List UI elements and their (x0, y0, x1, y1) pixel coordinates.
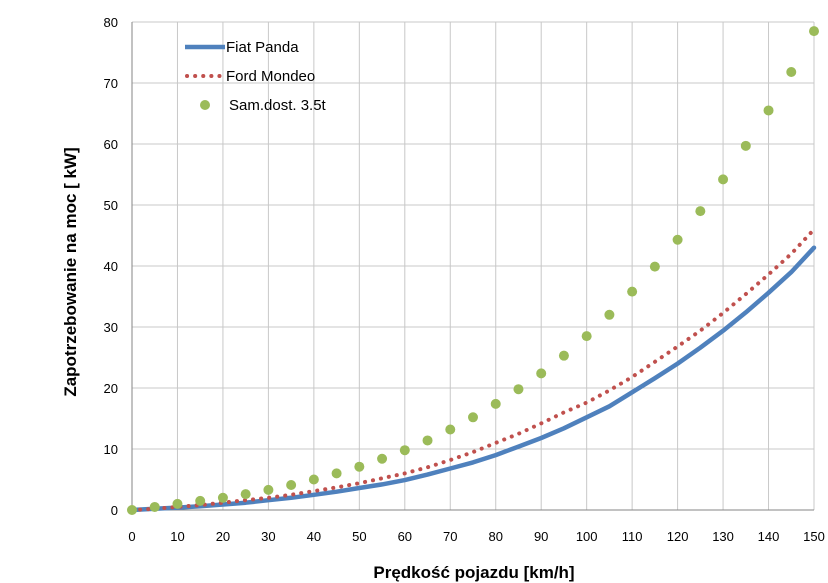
data-point-sam-dost-3-5t (786, 67, 797, 78)
data-point-sam-dost-3-5t (468, 412, 478, 423)
series-layer (127, 26, 819, 515)
data-point-sam-dost-3-5t (581, 331, 592, 342)
x-tick-label: 40 (307, 529, 321, 544)
x-tick-label: 140 (758, 529, 780, 544)
data-point-sam-dost-3-5t (740, 140, 751, 151)
y-tick-label: 0 (111, 503, 118, 518)
y-tick-label: 30 (104, 320, 118, 335)
x-tick-label: 100 (576, 529, 598, 544)
legend-label-fiat-panda: Fiat Panda (226, 39, 299, 56)
data-point-sam-dost-3-5t (672, 234, 683, 245)
x-tick-label: 120 (667, 529, 689, 544)
data-point-sam-dost-3-5t (263, 484, 274, 495)
legend-label-ford-mondeo: Ford Mondeo (226, 68, 315, 85)
data-point-sam-dost-3-5t (195, 495, 206, 506)
x-tick-label: 20 (216, 529, 230, 544)
data-point-sam-dost-3-5t (331, 468, 342, 479)
y-tick-label: 60 (104, 137, 118, 152)
data-point-sam-dost-3-5t (763, 105, 774, 116)
legend-label-sam-dost-3-5t: Sam.dost. 3.5t (229, 97, 327, 114)
legend: Fiat Panda Ford Mondeo Sam.dost. 3.5t (185, 39, 327, 114)
data-point-sam-dost-3-5t (809, 26, 819, 37)
y-axis-title: Zapotrzebowanie na moc [ kW] (61, 147, 80, 396)
x-tick-label: 70 (443, 529, 457, 544)
x-tick-label: 130 (712, 529, 734, 544)
x-tick-label: 90 (534, 529, 548, 544)
x-axis-title: Prędkość pojazdu [km/h] (373, 563, 574, 582)
data-point-sam-dost-3-5t (399, 445, 410, 456)
y-tick-label: 70 (104, 76, 118, 91)
data-point-sam-dost-3-5t (649, 261, 660, 272)
axes (131, 22, 814, 511)
y-tick-label: 20 (104, 381, 118, 396)
data-point-sam-dost-3-5t (286, 479, 297, 490)
x-tick-label: 10 (170, 529, 184, 544)
data-point-sam-dost-3-5t (604, 309, 615, 320)
data-point-sam-dost-3-5t (172, 498, 183, 509)
y-tick-label: 80 (104, 15, 118, 30)
x-tick-label: 60 (398, 529, 412, 544)
data-point-sam-dost-3-5t (217, 492, 228, 503)
data-point-sam-dost-3-5t (127, 505, 137, 515)
data-point-sam-dost-3-5t (558, 350, 569, 361)
y-tick-label: 50 (104, 198, 118, 213)
tick-labels: 0 10 20 30 40 50 60 70 80 90 100 110 120 130 140 150 0 10… (104, 15, 825, 544)
x-tick-label: 50 (352, 529, 366, 544)
x-tick-label: 0 (128, 529, 135, 544)
data-point-sam-dost-3-5t (490, 398, 501, 409)
data-point-sam-dost-3-5t (627, 286, 638, 297)
x-tick-label: 30 (261, 529, 275, 544)
x-tick-label: 80 (488, 529, 502, 544)
data-point-sam-dost-3-5t (718, 174, 729, 185)
y-tick-label: 40 (104, 259, 118, 274)
data-point-sam-dost-3-5t (308, 474, 319, 485)
grid (132, 21, 815, 510)
legend-swatch-sam-dost-3-5t (200, 100, 210, 110)
data-point-sam-dost-3-5t (354, 461, 365, 472)
x-tick-label: 150 (803, 529, 825, 544)
data-point-sam-dost-3-5t (513, 384, 524, 395)
data-point-sam-dost-3-5t (536, 368, 547, 379)
data-point-sam-dost-3-5t (149, 501, 160, 512)
data-point-sam-dost-3-5t (695, 206, 706, 217)
series-line-ford-mondeo (130, 227, 816, 512)
x-tick-label: 110 (622, 529, 643, 544)
data-point-sam-dost-3-5t (240, 489, 251, 500)
series-line-fiat-panda (129, 245, 817, 513)
data-point-sam-dost-3-5t (445, 424, 456, 435)
y-tick-label: 10 (104, 442, 118, 457)
data-point-sam-dost-3-5t (377, 453, 388, 464)
data-point-sam-dost-3-5t (422, 435, 433, 446)
